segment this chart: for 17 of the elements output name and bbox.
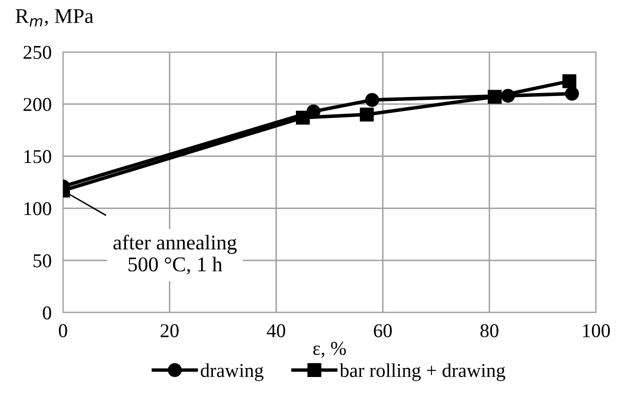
y-axis-title: R$_{m}$, MPa	[16, 9, 94, 26]
y-tick-label: 200	[24, 98, 52, 112]
x-tick-label: 20	[160, 324, 179, 338]
x-tick-label: 80	[480, 324, 498, 338]
y-tick-label: 250	[24, 46, 52, 59]
y-tick-label: 0	[42, 306, 52, 320]
y-tick-label: 100	[24, 202, 52, 216]
x-axis-title: ε, %	[313, 342, 346, 358]
x-tick-label: 40	[266, 324, 286, 338]
legend-label: drawing	[200, 363, 264, 382]
y-tick-label: 150	[24, 150, 52, 164]
x-tick-label: 100	[583, 324, 610, 338]
x-tick-label: 0	[58, 324, 68, 338]
y-tick-label: 50	[34, 254, 52, 268]
x-tick-label: 60	[374, 324, 392, 338]
annotation: after annealing 500 °C, 1 h	[113, 234, 237, 274]
legend-label: bar rolling + drawing	[340, 363, 506, 382]
